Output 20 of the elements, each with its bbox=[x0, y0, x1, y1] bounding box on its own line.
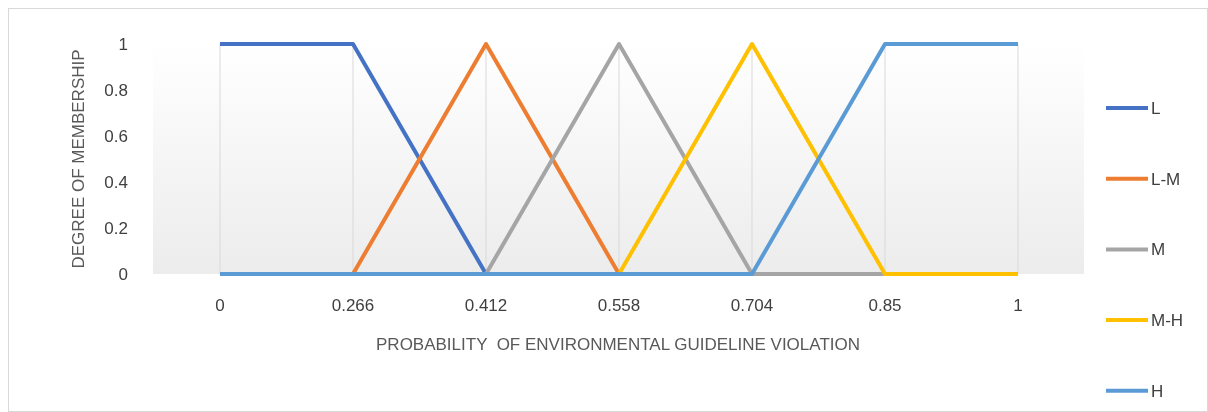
y-tick-label: 0.4 bbox=[104, 172, 128, 192]
x-axis-title: PROBABILITY OF ENVIRONMENTAL GUIDELINE VIOLATION bbox=[376, 335, 860, 354]
x-tick-label: 0.412 bbox=[464, 296, 508, 315]
y-axis-title: DEGREE OF MEMBERSHIP bbox=[69, 49, 88, 269]
legend-label: M bbox=[1151, 240, 1166, 260]
legend-label: L bbox=[1151, 98, 1161, 118]
legend-label: H bbox=[1151, 381, 1164, 401]
x-tick-label: 0.266 bbox=[331, 296, 375, 315]
legend-label: L-M bbox=[1151, 169, 1181, 189]
y-tick-label: 0.8 bbox=[104, 80, 128, 100]
x-tick-label: 0 bbox=[215, 296, 225, 315]
x-tick-label: 0.85 bbox=[868, 296, 902, 315]
x-tick-label: 0.704 bbox=[730, 296, 774, 315]
y-tick-label: 0 bbox=[118, 264, 128, 284]
x-tick-label: 1 bbox=[1013, 296, 1023, 315]
y-tick-label: 0.2 bbox=[104, 218, 128, 238]
x-tick-label: 0.558 bbox=[597, 296, 641, 315]
legend-label: M-H bbox=[1151, 311, 1184, 331]
y-tick-label: 1 bbox=[118, 34, 128, 54]
y-tick-label: 0.6 bbox=[104, 126, 128, 146]
